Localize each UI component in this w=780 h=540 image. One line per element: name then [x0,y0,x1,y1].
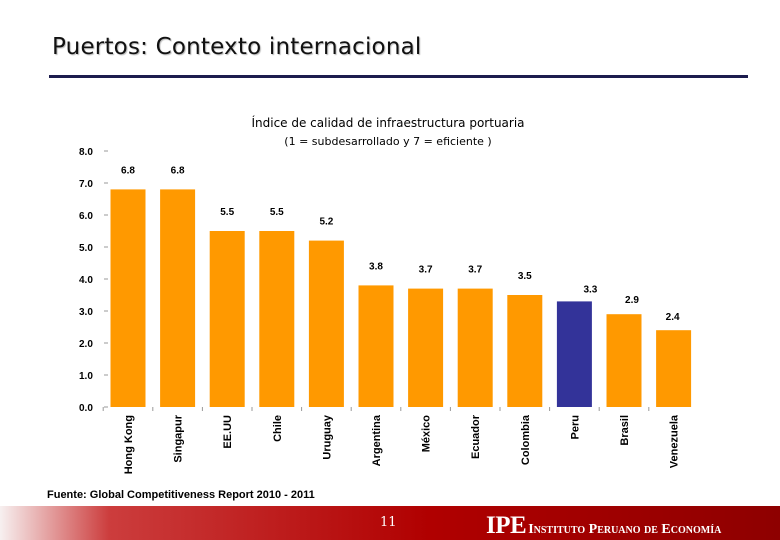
bar-8 [507,295,543,407]
value-label-2: 5.5 [220,207,234,218]
y-tick-label: 6.0 [79,211,93,222]
x-tick-label-3: Chile [272,415,284,442]
bar-chart: Índice de calidad de infraestructura por… [79,115,692,474]
x-tick-label-0: Hong Kong [123,415,135,474]
value-label-8: 3.5 [518,271,532,282]
logo-mark: IPE [486,512,527,539]
chart-title: Índice de calidad de infraestructura por… [251,115,524,130]
y-tick-label: 5.0 [79,243,93,254]
bar-9 [556,301,592,407]
slide-title: Puertos: Contexto internacional [52,34,422,60]
value-labels: 6.8 6.8 5.5 5.5 5.2 3.8 3.7 3.7 3.5 3.3 2.9 2.4 [121,165,680,323]
chart-subtitle: (1 = subdesarrollado y 7 = eficiente ) [284,135,491,148]
y-tick-label: 4.0 [79,275,93,286]
x-tick-label-5: Argentina [371,414,383,466]
x-tick-label-1: Singapur [173,414,185,462]
x-tick-label-8: Colombia [520,414,532,465]
value-label-4: 5.2 [319,217,333,228]
value-label-3: 5.5 [270,207,284,218]
x-tick-label-9: Peru [569,415,581,439]
x-tick-label-7: Ecuador [470,414,482,459]
y-tick-label: 3.0 [79,307,93,318]
bar-10 [606,314,642,407]
title-rule [49,75,748,78]
x-tick-label-2: EE.UU [222,415,234,449]
y-tick-label: 0.0 [79,403,93,414]
bar-7 [457,288,493,407]
source-note: Fuente: Global Competitiveness Report 20… [47,489,315,501]
logo-name: Instituto Peruano de Economía [528,522,722,537]
bar-1 [160,189,196,407]
bar-3 [259,231,295,407]
y-tick-label: 8.0 [79,147,93,158]
bar-11 [656,330,692,407]
value-label-11: 2.4 [666,312,680,323]
bar-6 [408,288,444,407]
value-label-6: 3.7 [419,265,433,276]
bar-4 [308,240,344,407]
value-label-7: 3.7 [468,265,482,276]
x-tick-label-4: Uruguay [321,414,333,460]
bar-2 [209,231,245,407]
value-label-1: 6.8 [171,165,185,176]
y-tick-label: 1.0 [79,371,93,382]
bar-5 [358,285,394,407]
value-label-0: 6.8 [121,165,135,176]
bar-0 [110,189,146,407]
y-axis: 0.0 1.0 2.0 3.0 4.0 5.0 6.0 7.0 8.0 [79,147,108,414]
x-tick-label-11: Venezuela [669,414,681,468]
bars [110,189,692,407]
y-tick-label: 2.0 [79,339,93,350]
value-label-10: 2.9 [625,295,639,306]
ipe-logo: IPE Instituto Peruano de Economía [486,512,721,540]
x-tick-label-6: México [421,415,433,453]
page-number: 11 [380,515,397,530]
value-label-5: 3.8 [369,261,383,272]
footer-bar [0,506,780,540]
y-tick-label: 7.0 [79,179,93,190]
x-axis-labels: Hong Kong Singapur EE.UU Chile Uruguay Argent… [102,407,681,474]
value-label-9: 3.3 [583,284,597,295]
x-tick-label-10: Brasil [619,415,631,446]
